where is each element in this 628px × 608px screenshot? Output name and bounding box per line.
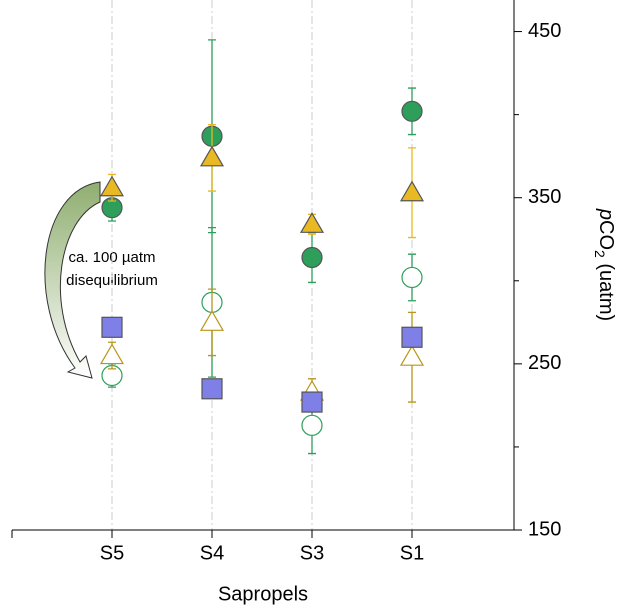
point: [399, 345, 425, 366]
annotation: disequilibrium: [66, 272, 158, 289]
x-tick-label: S1: [400, 542, 424, 564]
point: [401, 326, 423, 348]
y-tick-label: 350: [528, 186, 561, 208]
point: [201, 378, 223, 400]
point: [99, 343, 125, 365]
point: [199, 310, 225, 331]
x-tick-label: S4: [200, 542, 224, 564]
annotation-arrow: [44, 181, 101, 379]
point: [101, 316, 123, 338]
point: [299, 212, 325, 233]
y-label-part: 2: [592, 250, 608, 258]
point: [401, 266, 423, 289]
point: [301, 414, 323, 436]
y-label-part: CO: [595, 220, 617, 250]
point: [199, 145, 225, 167]
y-label-part: (uatm): [595, 258, 617, 321]
y-tick-label: 150: [528, 518, 561, 540]
point: [301, 246, 323, 269]
y-axis-label: pCO2 (uatm): [592, 208, 616, 321]
y-tick-label: 250: [528, 352, 561, 374]
x-tick-label: S3: [300, 542, 324, 564]
x-axis-label: Sapropels: [218, 583, 308, 605]
point: [399, 180, 425, 202]
point: [99, 175, 125, 197]
point: [401, 100, 423, 122]
x-tick-label: S5: [100, 542, 124, 564]
y-label-part: p: [595, 208, 617, 220]
point: [301, 391, 323, 413]
y-tick-label: 450: [528, 20, 561, 42]
